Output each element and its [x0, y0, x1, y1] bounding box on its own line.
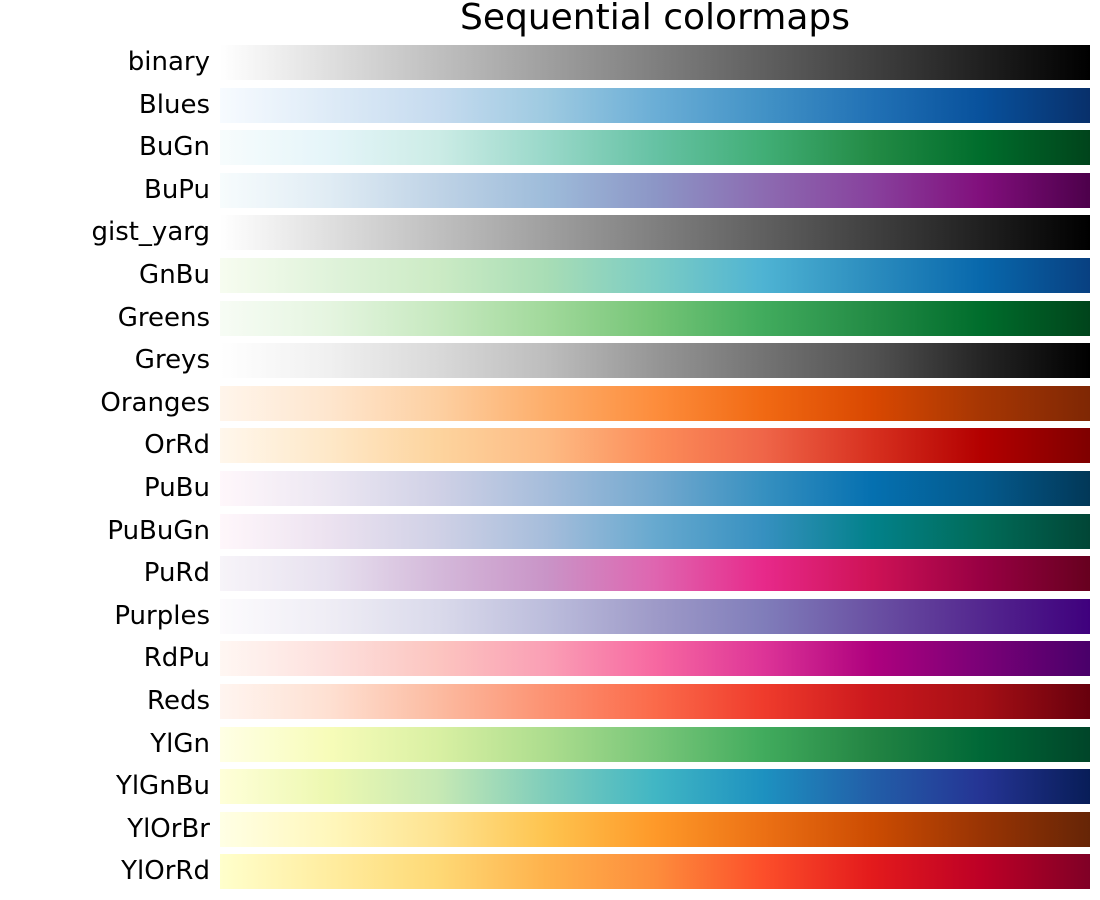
- colormap-label: Oranges: [100, 388, 210, 418]
- colormap-row-gist-yarg: gist_yarg: [0, 215, 1100, 250]
- colormap-row-pubu: PuBu: [0, 471, 1100, 506]
- colormap-label: YlGn: [150, 729, 210, 759]
- colormap-gradient-bar: [220, 769, 1090, 804]
- colormap-label: OrRd: [144, 430, 210, 460]
- colormap-label: Reds: [147, 686, 210, 716]
- colormap-label: Blues: [138, 90, 210, 120]
- colormap-gradient-bar: [220, 471, 1090, 506]
- colormap-row-ylgn: YlGn: [0, 727, 1100, 762]
- colormap-row-bupu: BuPu: [0, 173, 1100, 208]
- colormap-row-greys: Greys: [0, 343, 1100, 378]
- colormap-gradient-bar: [220, 88, 1090, 123]
- colormap-gradient-bar: [220, 599, 1090, 634]
- colormap-gradient-bar: [220, 130, 1090, 165]
- colormap-row-pubugn: PuBuGn: [0, 514, 1100, 549]
- colormap-row-ylgnbu: YlGnBu: [0, 769, 1100, 804]
- colormap-label: PuBuGn: [107, 516, 210, 546]
- colormap-row-binary: binary: [0, 45, 1100, 80]
- colormap-gradient-bar: [220, 45, 1090, 80]
- colormap-label: YlGnBu: [115, 771, 210, 801]
- colormap-gradient-bar: [220, 173, 1090, 208]
- colormap-gradient-bar: [220, 727, 1090, 762]
- colormap-row-blues: Blues: [0, 88, 1100, 123]
- colormap-row-greens: Greens: [0, 301, 1100, 336]
- colormap-label: YlOrBr: [127, 814, 210, 844]
- colormap-label: GnBu: [139, 260, 210, 290]
- colormap-label: Greys: [134, 345, 210, 375]
- colormap-label: RdPu: [143, 643, 210, 673]
- colormap-label: BuGn: [139, 132, 210, 162]
- colormap-gradient-bar: [220, 514, 1090, 549]
- colormap-row-ylorbr: YlOrBr: [0, 812, 1100, 847]
- chart-title: Sequential colormaps: [459, 0, 850, 38]
- colormap-row-purples: Purples: [0, 599, 1100, 634]
- colormap-gradient-bar: [220, 684, 1090, 719]
- colormap-row-bugn: BuGn: [0, 130, 1100, 165]
- colormap-gradient-bar: [220, 301, 1090, 336]
- colormap-row-gnbu: GnBu: [0, 258, 1100, 293]
- colormap-label: PuRd: [143, 558, 210, 588]
- colormap-label: YlOrRd: [121, 856, 210, 886]
- colormap-gradient-bar: [220, 215, 1090, 250]
- colormap-gradient-bar: [220, 258, 1090, 293]
- colormap-gradient-bar: [220, 641, 1090, 676]
- colormap-label: PuBu: [143, 473, 210, 503]
- colormap-row-ylorrd: YlOrRd: [0, 854, 1100, 889]
- colormap-row-oranges: Oranges: [0, 386, 1100, 421]
- colormap-gradient-bar: [220, 556, 1090, 591]
- colormap-row-purd: PuRd: [0, 556, 1100, 591]
- colormap-gradient-bar: [220, 343, 1090, 378]
- colormap-row-orrd: OrRd: [0, 428, 1100, 463]
- colormap-label: gist_yarg: [91, 217, 210, 247]
- colormap-gradient-bar: [220, 854, 1090, 889]
- colormap-label: Greens: [117, 303, 210, 333]
- colormap-gradient-bar: [220, 386, 1090, 421]
- colormap-label: BuPu: [143, 175, 210, 205]
- colormap-gradient-bar: [220, 812, 1090, 847]
- colormap-gradient-bar: [220, 428, 1090, 463]
- colormap-label: Purples: [114, 601, 210, 631]
- colormap-row-reds: Reds: [0, 684, 1100, 719]
- colormap-label: binary: [127, 47, 210, 77]
- colormap-row-rdpu: RdPu: [0, 641, 1100, 676]
